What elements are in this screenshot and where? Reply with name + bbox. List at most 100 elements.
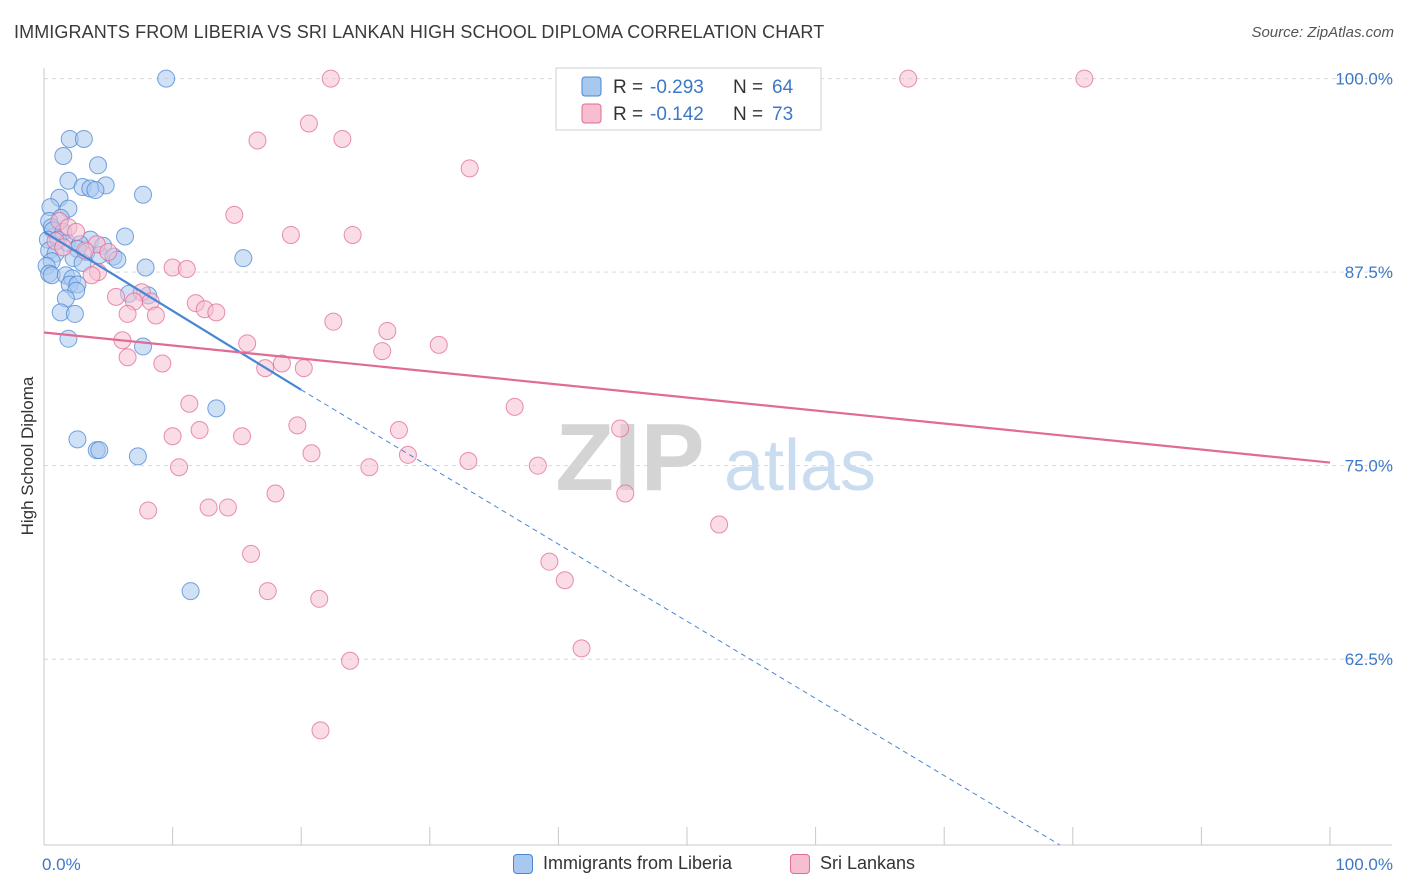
data-point-srilanka bbox=[272, 354, 291, 373]
data-point-liberia bbox=[134, 185, 153, 204]
data-point-srilanka bbox=[710, 515, 729, 534]
data-point-srilanka bbox=[170, 458, 189, 477]
x-tick-label: 0.0% bbox=[42, 855, 81, 874]
data-point-srilanka bbox=[311, 721, 330, 740]
data-point-srilanka bbox=[294, 359, 313, 378]
x-tick-label: 100.0% bbox=[1335, 855, 1393, 874]
legend-label-liberia: Immigrants from Liberia bbox=[543, 853, 733, 873]
data-point-liberia bbox=[134, 337, 153, 356]
data-point-srilanka bbox=[389, 421, 408, 440]
data-point-srilanka bbox=[899, 69, 918, 88]
data-point-srilanka bbox=[611, 419, 630, 438]
data-point-srilanka bbox=[333, 129, 352, 148]
data-point-srilanka bbox=[321, 69, 340, 88]
data-point-srilanka bbox=[299, 114, 318, 133]
data-point-srilanka bbox=[555, 571, 574, 590]
data-point-srilanka bbox=[258, 582, 277, 601]
data-point-liberia bbox=[128, 447, 147, 466]
data-point-srilanka bbox=[99, 242, 118, 261]
data-point-srilanka bbox=[82, 266, 101, 285]
data-point-srilanka bbox=[288, 416, 307, 435]
y-tick-label: 87.5% bbox=[1345, 263, 1393, 282]
data-point-srilanka bbox=[248, 131, 267, 150]
stats-swatch-srilanka bbox=[581, 103, 602, 124]
data-point-liberia bbox=[116, 227, 135, 246]
y-tick-label: 62.5% bbox=[1345, 650, 1393, 669]
data-point-srilanka bbox=[310, 589, 329, 608]
source-credit: Source: ZipAtlas.com bbox=[1251, 24, 1394, 41]
data-point-srilanka bbox=[459, 452, 478, 471]
y-tick-label: 75.0% bbox=[1345, 457, 1393, 476]
data-point-srilanka bbox=[343, 225, 362, 244]
data-point-srilanka bbox=[233, 427, 252, 446]
data-point-liberia bbox=[89, 156, 108, 175]
data-point-srilanka bbox=[199, 498, 218, 517]
data-point-srilanka bbox=[266, 484, 285, 503]
data-point-liberia bbox=[86, 181, 105, 200]
stats-r-value: -0.293 bbox=[650, 77, 704, 98]
data-point-srilanka bbox=[242, 544, 261, 563]
data-point-srilanka bbox=[373, 342, 392, 361]
trend-line-srilanka bbox=[43, 331, 1331, 464]
data-point-srilanka bbox=[378, 321, 397, 340]
data-point-liberia bbox=[74, 129, 93, 148]
data-point-liberia bbox=[54, 146, 73, 165]
data-point-srilanka bbox=[398, 445, 417, 464]
data-point-srilanka bbox=[207, 303, 226, 322]
data-point-srilanka bbox=[324, 312, 343, 331]
data-point-srilanka bbox=[460, 159, 479, 178]
data-point-srilanka bbox=[238, 334, 257, 353]
data-point-srilanka bbox=[218, 498, 237, 517]
data-point-srilanka bbox=[177, 260, 196, 279]
data-point-liberia bbox=[207, 399, 226, 418]
trend-line-liberia bbox=[43, 230, 302, 391]
data-point-liberia bbox=[65, 304, 84, 323]
legend-swatch-liberia bbox=[513, 853, 533, 874]
data-point-liberia bbox=[90, 441, 109, 460]
data-point-srilanka bbox=[107, 287, 126, 306]
data-point-srilanka bbox=[190, 421, 209, 440]
data-point-srilanka bbox=[540, 552, 559, 571]
data-point-srilanka bbox=[139, 501, 158, 520]
data-point-srilanka bbox=[528, 456, 547, 475]
data-point-srilanka bbox=[1075, 69, 1094, 88]
data-point-liberia bbox=[59, 329, 78, 348]
data-point-liberia bbox=[68, 430, 87, 449]
data-point-liberia bbox=[234, 249, 253, 268]
chart-title: IMMIGRANTS FROM LIBERIA VS SRI LANKAN HI… bbox=[14, 22, 825, 42]
data-point-srilanka bbox=[225, 205, 244, 224]
data-point-srilanka bbox=[118, 348, 137, 367]
stats-legend: R = -0.293 N = 64 R = -0.142 N = 73 bbox=[555, 67, 822, 131]
data-point-srilanka bbox=[572, 639, 591, 658]
data-point-liberia bbox=[136, 258, 155, 277]
trend-line-extension-liberia bbox=[300, 389, 1061, 846]
data-point-srilanka bbox=[616, 484, 635, 503]
data-point-srilanka bbox=[341, 651, 360, 670]
y-tick-label: 100.0% bbox=[1335, 70, 1393, 89]
legend-swatch-srilanka bbox=[790, 853, 810, 874]
stats-n-value: 64 bbox=[772, 77, 794, 98]
legend-item-srilanka[interactable]: Sri Lankans bbox=[790, 853, 915, 874]
legend-label-srilanka: Sri Lankans bbox=[820, 853, 916, 873]
data-point-srilanka bbox=[163, 427, 182, 446]
legend-item-liberia[interactable]: Immigrants from Liberia bbox=[513, 853, 732, 874]
data-point-srilanka bbox=[429, 335, 448, 354]
stats-n-label: N = bbox=[733, 104, 763, 125]
data-point-srilanka bbox=[118, 304, 137, 323]
stats-n-value: 73 bbox=[772, 104, 793, 125]
data-point-srilanka bbox=[302, 444, 321, 463]
bottom-legend: Immigrants from Liberia Sri Lankans bbox=[0, 853, 1406, 877]
data-point-liberia bbox=[157, 69, 176, 88]
stats-r-label: R = bbox=[613, 104, 643, 125]
data-point-srilanka bbox=[67, 222, 86, 241]
stats-r-value: -0.142 bbox=[650, 104, 704, 125]
data-point-srilanka bbox=[360, 458, 379, 477]
data-point-liberia bbox=[181, 582, 200, 601]
data-point-srilanka bbox=[281, 225, 300, 244]
data-point-srilanka bbox=[153, 354, 172, 373]
stats-n-label: N = bbox=[733, 77, 763, 98]
data-point-srilanka bbox=[146, 306, 165, 325]
data-point-srilanka bbox=[505, 397, 524, 416]
data-point-srilanka bbox=[180, 394, 199, 413]
